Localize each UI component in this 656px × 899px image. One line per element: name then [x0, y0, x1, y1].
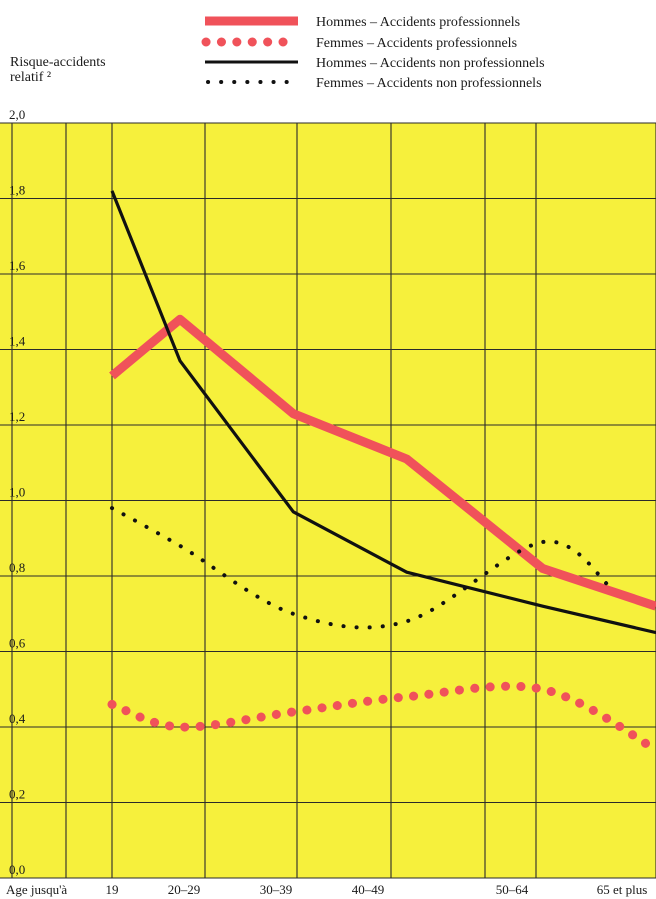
y-tick-label-4: 0,8: [9, 560, 25, 575]
y-tick-label-2: 0,4: [9, 711, 26, 726]
legend-label-femmes-non-pro: Femmes – Accidents non professionnels: [316, 76, 542, 91]
y-axis-label-line2: relatif ²: [10, 70, 51, 85]
x-tick-label-2: 30–39: [260, 882, 293, 897]
series-line-3: [110, 506, 613, 630]
series-line-1: [107, 681, 656, 755]
y-tick-label-9: 1,8: [9, 183, 25, 198]
y-tick-label-0: 0,0: [9, 862, 25, 877]
x-tick-label-4: 50–64: [496, 882, 529, 897]
series-layer: [107, 190, 656, 755]
y-tick-label-8: 1,6: [9, 258, 26, 273]
x-tick-label-0: 19: [106, 882, 119, 897]
legend-label-hommes-pro: Hommes – Accidents professionnels: [316, 15, 520, 30]
y-tick-label-7: 1,4: [9, 334, 26, 349]
y-tick-label-10: 2,0: [9, 107, 25, 122]
x-tick-label-1: 20–29: [168, 882, 201, 897]
y-tick-label-5: 1,0: [9, 485, 25, 500]
series-line-2: [110, 190, 656, 635]
legend-label-hommes-non-pro: Hommes – Accidents non professionnels: [316, 56, 545, 71]
y-tick-labels: 0,0 0,2 0,4 0,6 0,8 1,0 1,2 1,4 1,6 1,8 2,0: [9, 107, 26, 877]
y-tick-label-1: 0,2: [9, 787, 25, 802]
x-tick-labels: Age jusqu'à 19 20–29 30–39 40–49 50–64 65 et …: [6, 882, 647, 897]
y-tick-label-3: 0,6: [9, 636, 26, 651]
legend: Hommes – Accidents professionnels Femmes…: [201, 15, 545, 91]
y-axis-label-line1: Risque-accidents: [10, 55, 106, 70]
x-tick-label-3: 40–49: [352, 882, 385, 897]
x-tick-label-5: 65 et plus: [597, 882, 648, 897]
y-tick-label-6: 1,2: [9, 409, 25, 424]
x-axis-prefix: Age jusqu'à: [6, 882, 67, 897]
grid: [0, 122, 656, 879]
legend-label-femmes-pro: Femmes – Accidents professionnels: [316, 36, 517, 51]
